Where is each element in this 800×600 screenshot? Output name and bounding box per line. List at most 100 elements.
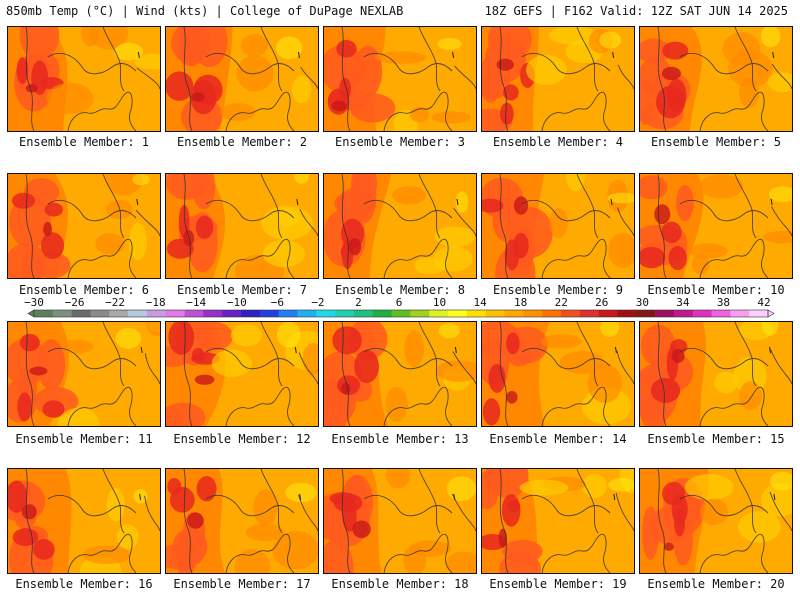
temperature-map [166, 174, 318, 278]
colorbar-bin [655, 310, 675, 317]
colorbar-tick-label: −14 [186, 296, 207, 309]
ensemble-member-caption: Ensemble Member: 8 [334, 283, 466, 297]
colorbar-tick-label: 22 [554, 296, 568, 309]
ensemble-member-panel [165, 321, 319, 427]
temperature-map [640, 469, 792, 573]
map-title: 850mb Temp (°C) | Wind (kts) | College o… [6, 4, 404, 18]
colorbar-bin [335, 310, 355, 317]
colorbar-bin [34, 310, 54, 317]
colorbar-bin [52, 310, 72, 317]
temperature-map [324, 174, 476, 278]
temperature-map [482, 27, 634, 131]
colorbar-bin [297, 310, 317, 317]
colorbar-tick-label: −2 [311, 296, 325, 309]
temperature-map [324, 322, 476, 426]
temperature-map [640, 322, 792, 426]
temperature-map [640, 174, 792, 278]
ensemble-member-panel [323, 173, 477, 279]
ensemble-member-caption: Ensemble Member: 10 [647, 283, 785, 297]
ensemble-member-panel [7, 26, 161, 132]
colorbar-bin [278, 310, 298, 317]
colorbar-tick-label: −30 [24, 296, 44, 309]
ensemble-member-caption: Ensemble Member: 16 [15, 577, 153, 591]
colorbar-bin [429, 310, 449, 317]
colorbar-tick-label: −18 [145, 296, 166, 309]
ensemble-member-panel [639, 173, 793, 279]
colorbar-bin [259, 310, 279, 317]
ensemble-member-caption: Ensemble Member: 17 [173, 577, 311, 591]
colorbar-tick-label: 30 [635, 296, 649, 309]
ensemble-member-panel [639, 468, 793, 574]
ensemble-member-caption: Ensemble Member: 5 [650, 135, 782, 149]
ensemble-member-panel [165, 26, 319, 132]
colorbar-bin [316, 310, 336, 317]
ensemble-member-panel [481, 321, 635, 427]
colorbar-bin [391, 310, 411, 317]
ensemble-member-panel [481, 173, 635, 279]
colorbar-bin [692, 310, 712, 317]
ensemble-member-panel [323, 321, 477, 427]
colorbar-tick-label: −6 [270, 296, 284, 309]
colorbar-tick-label: 38 [716, 296, 731, 309]
colorbar-bin [128, 310, 148, 317]
temperature-map [166, 469, 318, 573]
ensemble-member-panel [165, 173, 319, 279]
colorbar-bin [241, 310, 261, 317]
ensemble-member-caption: Ensemble Member: 1 [18, 135, 150, 149]
temperature-map [166, 27, 318, 131]
colorbar-bin [711, 310, 731, 317]
temperature-map [8, 174, 160, 278]
colorbar-bin [353, 310, 374, 317]
colorbar-bin [222, 310, 242, 317]
ensemble-member-panel [639, 321, 793, 427]
colorbar-tick-label: −22 [105, 296, 126, 309]
colorbar-bin [617, 310, 637, 317]
ensemble-member-caption: Ensemble Member: 12 [173, 432, 311, 446]
temperature-map [640, 27, 792, 131]
colorbar-bin [560, 310, 581, 317]
colorbar-bin [579, 310, 599, 317]
ensemble-member-panel [481, 26, 635, 132]
colorbar-bin [504, 310, 524, 317]
ensemble-member-caption: Ensemble Member: 4 [492, 135, 624, 149]
colorbar-bin [109, 310, 129, 317]
ensemble-member-caption: Ensemble Member: 18 [331, 577, 469, 591]
ensemble-member-panel [165, 468, 319, 574]
colorbar-bin [184, 310, 204, 317]
colorbar-bin [523, 310, 543, 317]
colorbar-bin [485, 310, 505, 317]
temperature-map [8, 469, 160, 573]
colorbar-tick-label: 2 [355, 296, 362, 309]
temperature-map [482, 174, 634, 278]
colorbar-tick-label: 6 [395, 296, 403, 309]
temperature-map [8, 27, 160, 131]
ensemble-member-panel [639, 26, 793, 132]
colorbar-bin [730, 310, 750, 317]
temperature-map [324, 27, 476, 131]
temperature-map [482, 469, 634, 573]
ensemble-member-panel [7, 468, 161, 574]
colorbar-tick-label: 42 [757, 296, 771, 309]
ensemble-member-caption: Ensemble Member: 14 [489, 432, 627, 446]
ensemble-member-caption: Ensemble Member: 6 [18, 283, 150, 297]
colorbar-tick-label: 14 [473, 296, 487, 309]
ensemble-member-caption: Ensemble Member: 11 [15, 432, 153, 446]
ensemble-member-caption: Ensemble Member: 15 [647, 432, 785, 446]
ensemble-member-caption: Ensemble Member: 19 [489, 577, 627, 591]
ensemble-member-panel [323, 26, 477, 132]
colorbar-bin [146, 310, 167, 317]
ensemble-member-caption: Ensemble Member: 7 [176, 283, 308, 297]
temperature-map [482, 322, 634, 426]
ensemble-member-caption: Ensemble Member: 9 [492, 283, 624, 297]
ensemble-member-caption: Ensemble Member: 13 [331, 432, 469, 446]
colorbar-bin [636, 310, 656, 317]
colorbar-tick-label: 34 [676, 296, 690, 309]
colorbar-bin [542, 310, 562, 317]
colorbar-tick-label: 18 [514, 296, 528, 309]
colorbar-bin [203, 310, 223, 317]
colorbar-bin [372, 310, 392, 317]
colorbar-tick-label: −10 [226, 296, 247, 309]
ensemble-member-panel [323, 468, 477, 574]
temperature-map [166, 322, 318, 426]
colorbar-bin [673, 310, 694, 317]
